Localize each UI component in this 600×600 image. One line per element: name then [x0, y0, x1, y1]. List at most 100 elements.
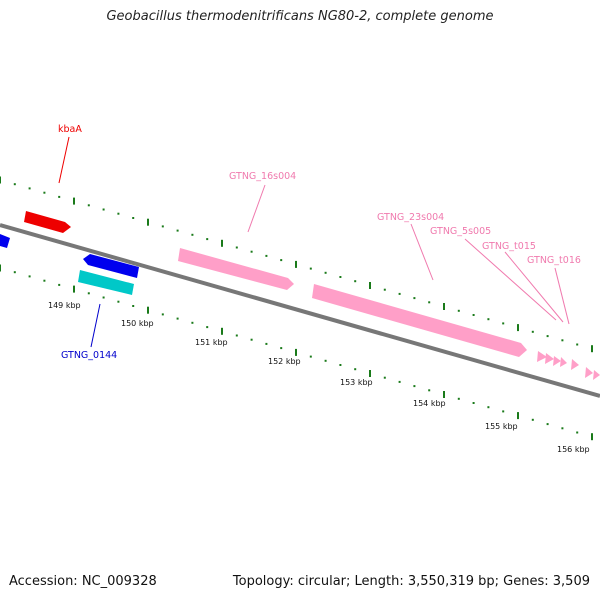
inner-minor-tick: [117, 300, 120, 303]
gtng-0144-leader: [90, 303, 101, 348]
inner-minor-tick: [87, 292, 90, 295]
outer-major-tick: [295, 260, 297, 268]
scale-label-153: 153 kbp: [340, 378, 373, 387]
feature-cyan[interactable]: [78, 270, 134, 295]
label-kbaA: kbaA: [58, 124, 82, 135]
outer-major-tick: [73, 197, 75, 205]
scale-label-150: 150 kbp: [121, 319, 154, 328]
outer-minor-tick: [457, 309, 460, 312]
outer-major-tick: [147, 218, 149, 226]
outer-minor-tick: [531, 330, 534, 333]
feature-gtng-t016[interactable]: [560, 357, 567, 367]
outer-minor-tick: [280, 259, 283, 262]
inner-minor-tick: [13, 271, 16, 274]
outer-minor-tick: [161, 225, 164, 228]
outer-major-tick: [591, 345, 593, 353]
gtng-16s004-leader: [247, 184, 266, 233]
kbaA-leader: [58, 136, 70, 184]
accession-text: Accession: NC_009328: [9, 574, 157, 589]
outer-minor-tick: [309, 267, 312, 270]
feature-rrna-e[interactable]: [571, 359, 579, 370]
inner-major-tick: [147, 306, 149, 314]
inner-minor-tick: [206, 326, 209, 329]
inner-minor-tick: [102, 296, 105, 299]
outer-minor-tick: [28, 187, 31, 190]
inner-minor-tick: [576, 431, 579, 434]
inner-minor-tick: [339, 364, 342, 366]
outer-minor-tick: [576, 343, 579, 346]
label-gtng-0144: GTNG_0144: [61, 350, 117, 361]
outer-minor-tick: [561, 339, 564, 342]
label-gtng-16s004: GTNG_16s004: [229, 171, 296, 182]
inner-major-tick: [517, 412, 519, 420]
outer-minor-tick: [43, 191, 46, 194]
feature-rrna-b[interactable]: [545, 353, 554, 364]
inner-major-tick: [369, 370, 371, 377]
inner-minor-tick: [265, 342, 268, 345]
map-title: Geobacillus thermodenitrificans NG80-2, …: [106, 9, 494, 24]
outer-minor-tick: [472, 314, 475, 316]
outer-minor-tick: [265, 254, 268, 257]
inner-major-tick: [221, 327, 223, 335]
feature-rrna-g[interactable]: [593, 370, 600, 380]
feature-gtng-0144[interactable]: [83, 254, 139, 278]
label-gtng-23s004: GTNG_23s004: [377, 212, 444, 223]
outer-minor-tick: [102, 208, 105, 211]
scale-label-152: 152 kbp: [268, 357, 301, 366]
gtng-t016-leader: [554, 267, 570, 325]
inner-minor-tick: [324, 359, 327, 362]
summary-text: Topology: circular; Length: 3,550,319 bp…: [232, 574, 590, 589]
feature-gtng-23s004[interactable]: [312, 284, 527, 357]
inner-minor-tick: [132, 305, 135, 307]
inner-minor-tick: [161, 313, 164, 316]
outer-major-tick: [369, 282, 371, 289]
scale-label-156: 156 kbp: [557, 445, 590, 454]
inner-major-tick: [73, 285, 75, 293]
inner-minor-tick: [235, 334, 238, 337]
outer-minor-tick: [487, 318, 490, 321]
inner-minor-tick: [43, 279, 46, 282]
outer-major-tick: [0, 176, 1, 184]
feature-gtng-t015[interactable]: [553, 356, 561, 366]
feature-blue-left[interactable]: [0, 234, 10, 248]
feature-gtng-16s004[interactable]: [178, 248, 294, 290]
outer-minor-tick: [324, 271, 327, 274]
inner-minor-tick: [383, 376, 386, 379]
inner-major-tick: [591, 433, 593, 441]
outer-major-tick: [443, 303, 445, 310]
inner-major-tick: [295, 348, 297, 356]
label-gtng-5s005: GTNG_5s005: [430, 226, 491, 237]
inner-minor-tick: [309, 355, 312, 358]
inner-minor-tick: [457, 397, 460, 400]
gtng-t015-leader: [504, 251, 564, 323]
inner-minor-tick: [398, 380, 401, 383]
scale-label-155: 155 kbp: [485, 422, 518, 431]
inner-minor-tick: [546, 423, 549, 426]
inner-minor-tick: [280, 347, 283, 350]
inner-minor-tick: [354, 368, 357, 371]
inner-minor-tick: [502, 410, 505, 413]
outer-major-tick: [221, 239, 223, 247]
inner-minor-tick: [176, 317, 179, 320]
label-gtng-t015: GTNG_t015: [482, 241, 536, 252]
inner-tick-track: [0, 264, 593, 441]
outer-tick-track: [0, 176, 593, 353]
inner-minor-tick: [250, 338, 253, 341]
inner-minor-tick: [428, 389, 431, 392]
feature-gtng-5s005[interactable]: [537, 351, 547, 362]
outer-minor-tick: [117, 212, 120, 215]
feature-kbaA[interactable]: [24, 211, 71, 233]
outer-minor-tick: [191, 233, 194, 236]
inner-major-tick: [0, 264, 1, 272]
genome-backbone: [0, 223, 600, 398]
outer-minor-tick: [132, 217, 135, 219]
label-gtng-t016: GTNG_t016: [527, 255, 581, 266]
outer-minor-tick: [428, 301, 431, 304]
outer-minor-tick: [546, 335, 549, 338]
feature-rrna-f[interactable]: [585, 367, 593, 378]
outer-minor-tick: [58, 195, 61, 198]
outer-minor-tick: [206, 238, 209, 241]
outer-minor-tick: [398, 292, 401, 295]
inner-minor-tick: [472, 402, 475, 404]
